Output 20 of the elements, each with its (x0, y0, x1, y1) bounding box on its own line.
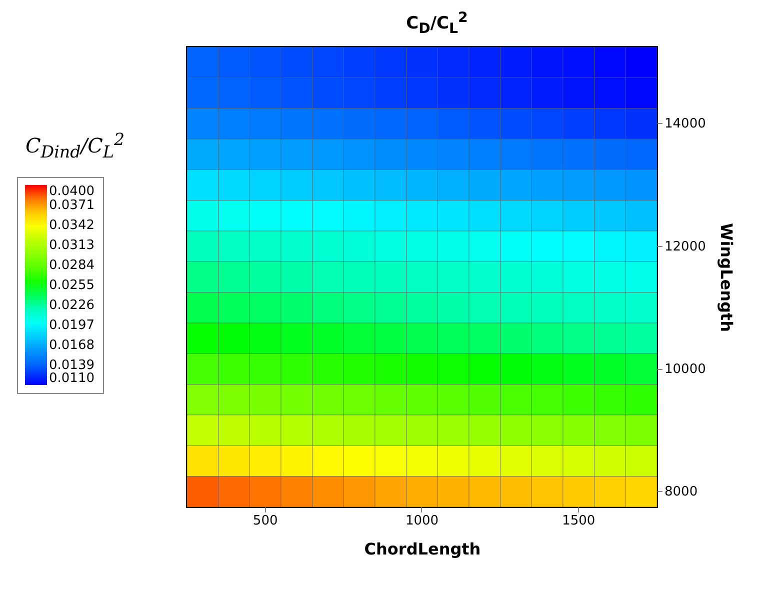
color-bar-label: 0.0255 (49, 278, 94, 293)
x-tick-label: 500 (252, 514, 278, 528)
x-tick-label: 1500 (562, 514, 596, 528)
color-bar-label: 0.0110 (49, 371, 94, 386)
color-bar-label: 0.0400 (49, 184, 94, 199)
color-bar-label: 0.0226 (49, 298, 94, 313)
color-bar-label: 0.0139 (49, 358, 94, 373)
color-bar-label: 0.0284 (49, 258, 94, 273)
y-axis-title: WingLength (716, 223, 736, 332)
x-axis-title: ChordLength (364, 540, 481, 558)
color-bar-label: 0.0168 (49, 338, 94, 353)
color-bar-label: 0.0371 (49, 198, 94, 213)
color-bar-label: 0.0197 (49, 318, 94, 333)
x-tick-label: 1000 (405, 514, 439, 528)
color-bar-label: 0.0313 (49, 238, 94, 253)
y-tick-label: 10000 (664, 362, 706, 377)
y-tick-label: 14000 (664, 116, 706, 132)
y-tick-label: 8000 (664, 484, 698, 500)
y-tick-label: 12000 (664, 239, 706, 254)
color-bar-label: 0.0342 (49, 218, 94, 233)
